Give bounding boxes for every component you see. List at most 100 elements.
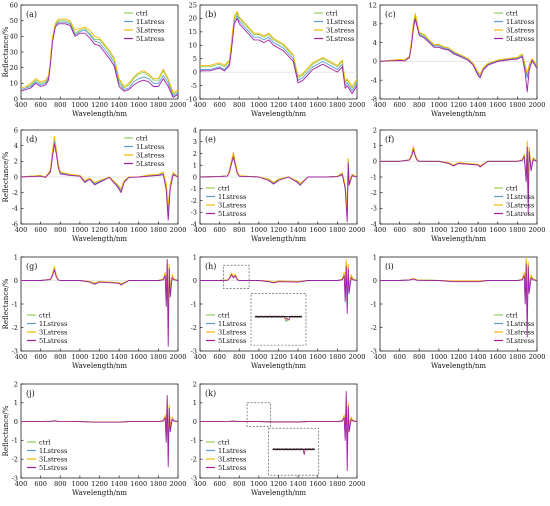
legend-label: 3Lstress [326, 26, 355, 34]
x-tick-label: 2000 [529, 101, 546, 109]
y-tick-label: 15 [189, 28, 197, 36]
legend-label: 1Lstress [39, 447, 68, 455]
y-tick-label: -3 [191, 347, 197, 355]
y-tick-label: -1 [371, 173, 377, 181]
series-line-5Lstress [200, 17, 357, 95]
legend-label: 3Lstress [39, 455, 68, 463]
x-axis-label: Wavelength/nm [72, 362, 127, 370]
y-tick-label: 25 [189, 1, 197, 9]
zoom-inset-traces [254, 315, 303, 322]
x-tick-label: 1200 [91, 480, 108, 488]
legend-label: ctrl [326, 9, 338, 17]
panel-11: 400 600 800 1000 1200 1400 1600 1800 2000 -3 -2 -1 0… [191, 380, 366, 497]
y-tick-label: 10 [10, 80, 18, 88]
x-tick-label: 1200 [270, 480, 287, 488]
x-axis-label: Wavelength/nm [251, 489, 306, 497]
x-tick-label: 1800 [509, 226, 526, 234]
y-tick-label: 1 [193, 253, 197, 261]
x-tick-label: 600 [34, 480, 47, 488]
y-tick-label: -3 [12, 474, 18, 482]
x-tick-label: 1600 [130, 226, 147, 234]
y-tick-label: 2 [14, 380, 18, 388]
y-tick-label: 3 [193, 138, 197, 146]
x-tick-label: 1400 [290, 353, 307, 361]
legend-label: ctrl [506, 311, 518, 319]
x-tick-label: 1800 [329, 101, 346, 109]
legend-label: 5Lstress [506, 337, 535, 345]
y-tick-label: 0 [14, 418, 18, 426]
x-tick-label: 1200 [450, 226, 467, 234]
y-tick-label: -2 [371, 189, 377, 197]
x-tick-label: 1000 [71, 353, 88, 361]
x-tick-label: 400 [15, 480, 28, 488]
zoom-inset-traces [272, 447, 315, 455]
x-tick-label: 1600 [489, 226, 506, 234]
x-tick-label: 800 [54, 101, 67, 109]
series-line-ctrl [21, 20, 178, 95]
x-tick-label: 1400 [111, 353, 128, 361]
legend-label: ctrl [136, 9, 148, 17]
x-tick-label: 400 [194, 353, 207, 361]
x-tick-label: 1400 [290, 480, 307, 488]
x-axis-label: Wavelength/nm [72, 489, 127, 497]
series-line-3Lstress [21, 135, 178, 206]
y-tick-label: 10 [189, 42, 197, 50]
x-tick-label: 600 [34, 101, 47, 109]
x-tick-label: 1800 [329, 226, 346, 234]
legend-label: 3Lstress [218, 455, 247, 463]
y-tick-label: -2 [12, 189, 18, 197]
x-tick-label: 800 [233, 226, 246, 234]
series-group [200, 391, 357, 471]
series-line-5Lstress [21, 23, 178, 98]
y-tick-label: -3 [12, 347, 18, 355]
x-axis-label: Wavelength/nm [251, 362, 306, 370]
y-tick-label: 2 [373, 126, 377, 134]
y-axis-label: Reflectance/% [2, 278, 10, 329]
x-tick-label: 1600 [130, 353, 147, 361]
panel-2: 400 600 800 1000 1200 1400 1600 1800 2000 -10 -5 0 5… [186, 1, 365, 118]
series-line-3Lstress [200, 11, 357, 88]
y-tick-label: -1 [12, 437, 18, 445]
series-line-3Lstress [21, 261, 178, 319]
x-tick-label: 1600 [309, 353, 326, 361]
legend-label: ctrl [218, 311, 230, 319]
y-tick-label: 0 [14, 173, 18, 181]
x-axis-label: Wavelength/nm [251, 235, 306, 243]
series-line-5Lstress [380, 18, 537, 93]
y-tick-label: 4 [14, 142, 18, 150]
x-tick-label: 2000 [170, 353, 187, 361]
panel-label: (g) [26, 262, 37, 271]
x-tick-label: 1600 [309, 101, 326, 109]
x-tick-label: 1200 [450, 101, 467, 109]
y-tick-label: 2 [14, 158, 18, 166]
legend-label: 1Lstress [326, 18, 355, 26]
series-line-3Lstress [21, 18, 178, 94]
panel-label: (k) [205, 389, 216, 398]
y-tick-label: -2 [191, 456, 197, 464]
x-tick-label: 2000 [170, 101, 187, 109]
legend-label: ctrl [218, 184, 230, 192]
series-group [380, 257, 537, 338]
legend-label: 1Lstress [136, 143, 165, 151]
y-tick-label: -1 [191, 185, 197, 193]
x-tick-label: 1400 [470, 226, 487, 234]
series-line-1Lstress [21, 21, 178, 97]
panel-label: (d) [26, 135, 37, 144]
x-tick-label: 600 [213, 101, 226, 109]
legend-label: 5Lstress [506, 210, 535, 218]
x-tick-label: 1800 [329, 353, 346, 361]
x-tick-label: 1000 [430, 353, 447, 361]
panel-label: (a) [26, 10, 37, 19]
panel-3: 400 600 800 1000 1200 1400 1600 1800 2000 -8 -4 0 4 8… [369, 1, 546, 118]
y-tick-label: 1 [14, 253, 18, 261]
series-line-5Lstress [21, 258, 178, 347]
x-tick-label: 400 [374, 353, 387, 361]
legend-label: 1Lstress [218, 447, 247, 455]
legend-label: 5Lstress [506, 35, 535, 43]
